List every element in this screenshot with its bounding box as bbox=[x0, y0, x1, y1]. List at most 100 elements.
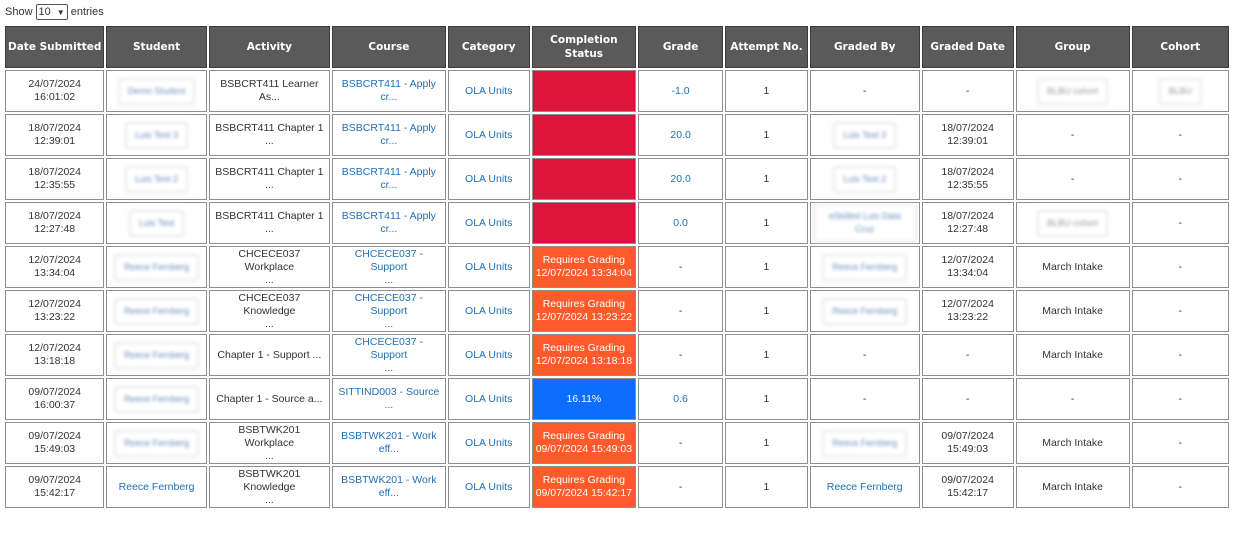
grade-cell[interactable]: -1.0 bbox=[638, 70, 724, 112]
student-cell[interactable]: Luis Test 3 bbox=[106, 114, 207, 156]
student-name-redacted[interactable]: Reece Fernberg bbox=[115, 298, 199, 324]
category-link[interactable]: OLA Units bbox=[447, 290, 530, 332]
course-link[interactable]: BSBCRT411 - Apply cr... bbox=[331, 158, 446, 200]
student-name-redacted[interactable]: Demo Student bbox=[118, 78, 195, 104]
category-link[interactable]: OLA Units bbox=[447, 422, 530, 464]
completion-status-cell[interactable] bbox=[531, 202, 637, 244]
column-header[interactable]: Student bbox=[106, 26, 207, 68]
student-name-redacted[interactable]: Reece Fernberg bbox=[115, 342, 199, 368]
completion-status-cell[interactable]: 16.11% bbox=[531, 378, 637, 420]
status-badge: 16.11% bbox=[532, 379, 636, 419]
graded-by-cell: Reece Fernberg bbox=[809, 246, 920, 288]
course-link[interactable]: BSBCRT411 - Apply cr... bbox=[331, 202, 446, 244]
course-link[interactable]: BSBCRT411 - Apply cr... bbox=[331, 70, 446, 112]
completion-status-cell[interactable] bbox=[531, 158, 637, 200]
cell-line: 13:34:04 bbox=[34, 267, 76, 279]
status-badge bbox=[532, 203, 636, 243]
cohort-name: - bbox=[1178, 480, 1183, 493]
entries-select[interactable]: 10 ▼ bbox=[35, 4, 68, 20]
course-link[interactable]: SITTIND003 - Source... bbox=[331, 378, 446, 420]
graded-by-cell: - bbox=[809, 378, 920, 420]
completion-status-cell[interactable]: Requires Grading 09/07/2024 15:42:17 bbox=[531, 466, 637, 508]
column-header[interactable]: Group bbox=[1015, 26, 1130, 68]
category-link[interactable]: OLA Units bbox=[447, 70, 530, 112]
category-link[interactable]: OLA Units bbox=[447, 246, 530, 288]
cohort-name: - bbox=[1178, 260, 1183, 273]
graded-date-cell: 12/07/2024 13:23:22 bbox=[921, 290, 1014, 332]
completion-status-cell[interactable]: Requires Grading 09/07/2024 15:49:03 bbox=[531, 422, 637, 464]
table-body: 24/07/2024 16:01:02 Demo Student BSBCRT411 … bbox=[5, 70, 1229, 508]
completion-status-cell[interactable]: Requires Grading 12/07/2024 13:34:04 bbox=[531, 246, 637, 288]
cell-line: ... bbox=[384, 273, 394, 286]
column-header[interactable]: Date Submitted bbox=[5, 26, 105, 68]
grade-cell[interactable]: 0.6 bbox=[638, 378, 724, 420]
course-link[interactable]: BSBTWK201 - Work eff... bbox=[331, 466, 446, 508]
status-text: Requires Grading bbox=[542, 474, 625, 486]
graded-by-cell: Luis Test 2 bbox=[809, 158, 920, 200]
group-name: March Intake bbox=[1042, 480, 1103, 493]
activity-cell: CHCECE037 Workplace... bbox=[208, 246, 330, 288]
student-cell[interactable]: Reece Fernberg bbox=[106, 466, 207, 508]
course-link[interactable]: CHCECE037 - Support... bbox=[331, 290, 446, 332]
grade-cell[interactable]: 20.0 bbox=[638, 114, 724, 156]
cohort-cell: - bbox=[1131, 422, 1229, 464]
group-name-redacted: BLBU cohort bbox=[1038, 78, 1108, 104]
cell-line: ... bbox=[264, 493, 274, 506]
course-link[interactable]: CHCECE037 - Support... bbox=[331, 334, 446, 376]
category-link[interactable]: OLA Units bbox=[447, 158, 530, 200]
completion-status-cell[interactable] bbox=[531, 114, 637, 156]
category-link[interactable]: OLA Units bbox=[447, 114, 530, 156]
student-name-redacted[interactable]: Luis Test 2 bbox=[126, 166, 188, 192]
student-name-redacted[interactable]: Reece Fernberg bbox=[115, 430, 199, 456]
student-name-redacted[interactable]: Reece Fernberg bbox=[115, 254, 199, 280]
date-submitted-cell: 18/07/2024 12:35:55 bbox=[5, 158, 105, 200]
student-cell[interactable]: Reece Fernberg bbox=[106, 334, 207, 376]
column-header[interactable]: Activity bbox=[208, 26, 330, 68]
grade-cell[interactable]: 20.0 bbox=[638, 158, 724, 200]
student-name-redacted[interactable]: Reece Fernberg bbox=[115, 386, 199, 412]
status-text: 16.11% bbox=[566, 392, 602, 405]
graded-by-cell: - bbox=[809, 70, 920, 112]
student-cell[interactable]: Luis Test bbox=[106, 202, 207, 244]
activity-cell: BSBCRT411 Chapter 1 ... bbox=[208, 114, 330, 156]
column-header[interactable]: Graded By bbox=[809, 26, 920, 68]
category-link[interactable]: OLA Units bbox=[447, 378, 530, 420]
column-header[interactable]: Category bbox=[447, 26, 530, 68]
column-header[interactable]: Attempt No. bbox=[725, 26, 808, 68]
category-link[interactable]: OLA Units bbox=[447, 202, 530, 244]
cell-line: BSBTWK201 Workplace bbox=[238, 423, 301, 449]
group-cell: March Intake bbox=[1015, 466, 1130, 508]
category-link[interactable]: OLA Units bbox=[447, 334, 530, 376]
student-cell[interactable]: Reece Fernberg bbox=[106, 378, 207, 420]
column-header[interactable]: Course bbox=[331, 26, 446, 68]
completion-status-cell[interactable]: Requires Grading 12/07/2024 13:23:22 bbox=[531, 290, 637, 332]
student-cell[interactable]: Luis Test 2 bbox=[106, 158, 207, 200]
show-label: Show bbox=[5, 6, 33, 18]
course-link[interactable]: BSBCRT411 - Apply cr... bbox=[331, 114, 446, 156]
activity-cell: BSBTWK201 Workplace... bbox=[208, 422, 330, 464]
status-badge bbox=[532, 115, 636, 155]
status-badge: Requires Grading 12/07/2024 13:23:22 bbox=[532, 291, 636, 331]
completion-status-cell[interactable] bbox=[531, 70, 637, 112]
student-cell[interactable]: Reece Fernberg bbox=[106, 246, 207, 288]
column-header[interactable]: Grade bbox=[638, 26, 724, 68]
student-name-redacted[interactable]: Luis Test bbox=[129, 210, 184, 236]
column-header[interactable]: Cohort bbox=[1131, 26, 1229, 68]
grade-cell[interactable]: 0.0 bbox=[638, 202, 724, 244]
activity-cell: Chapter 1 - Support ... bbox=[208, 334, 330, 376]
column-header[interactable]: Completion Status bbox=[531, 26, 637, 68]
course-link[interactable]: BSBTWK201 - Work eff... bbox=[331, 422, 446, 464]
cell-line: 13:34:04 bbox=[947, 267, 989, 279]
course-link[interactable]: CHCECE037 - Support... bbox=[331, 246, 446, 288]
grade-cell: - bbox=[638, 246, 724, 288]
student-name-redacted[interactable]: Luis Test 3 bbox=[126, 122, 188, 148]
cell-line: 09/07/2024 bbox=[941, 474, 994, 486]
category-link[interactable]: OLA Units bbox=[447, 466, 530, 508]
student-cell[interactable]: Reece Fernberg bbox=[106, 290, 207, 332]
student-cell[interactable]: Reece Fernberg bbox=[106, 422, 207, 464]
student-name-link[interactable]: Reece Fernberg bbox=[118, 480, 195, 493]
completion-status-cell[interactable]: Requires Grading 12/07/2024 13:18:18 bbox=[531, 334, 637, 376]
cell-line: BSBTWK201 - Work bbox=[341, 430, 437, 442]
column-header[interactable]: Graded Date bbox=[921, 26, 1014, 68]
student-cell[interactable]: Demo Student bbox=[106, 70, 207, 112]
